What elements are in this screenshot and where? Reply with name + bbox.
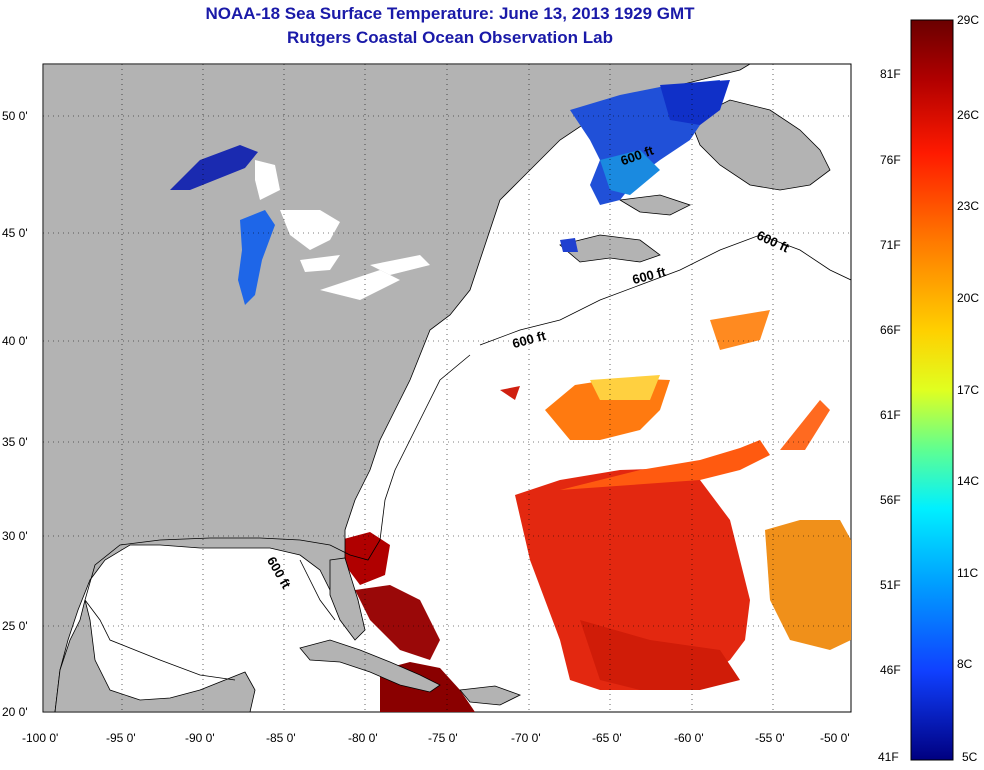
lon-tick-label: -55 0'	[755, 731, 785, 745]
map-title: NOAA-18 Sea Surface Temperature: June 13…	[205, 4, 695, 23]
lat-tick-label: 30 0'	[2, 529, 28, 543]
lon-tick-label: -90 0'	[185, 731, 215, 745]
map-grid	[43, 64, 851, 712]
colorbar-celsius-label: 14C	[957, 474, 980, 488]
lon-tick-label: -50 0'	[820, 731, 850, 745]
land	[43, 64, 831, 712]
colorbar-celsius-label: 5C	[962, 750, 978, 764]
colorbar-celsius-label: 23C	[957, 199, 980, 213]
lat-tick-label: 20 0'	[2, 705, 28, 719]
lon-tick-label: -95 0'	[106, 731, 136, 745]
lon-tick-label: -60 0'	[674, 731, 704, 745]
600ft-contour	[84, 234, 851, 681]
colorbar-celsius-label: 26C	[957, 108, 980, 122]
colorbar-fahrenheit-label: 46F	[880, 663, 901, 677]
colorbar-celsius-label: 17C	[957, 383, 980, 397]
lon-tick-label: -75 0'	[428, 731, 458, 745]
map-subtitle: Rutgers Coastal Ocean Observation Lab	[287, 28, 613, 47]
colorbar-fahrenheit-label: 81F	[880, 67, 901, 81]
colorbar-fahrenheit-label: 66F	[880, 323, 901, 337]
colorbar-celsius-label: 20C	[957, 291, 980, 305]
lat-tick-label: 45 0'	[2, 226, 28, 240]
colorbar	[910, 19, 954, 761]
great-lakes	[170, 145, 430, 305]
st-lawrence-cold	[560, 80, 730, 252]
lon-tick-label: -85 0'	[266, 731, 296, 745]
colorbar-celsius-label: 11C	[957, 566, 979, 580]
lat-tick-label: 50 0'	[2, 109, 28, 123]
lon-tick-label: -80 0'	[348, 731, 378, 745]
lat-tick-label: 25 0'	[2, 619, 28, 633]
lon-tick-label: -100 0'	[22, 731, 59, 745]
sst-warm-region	[340, 310, 851, 712]
lon-tick-label: -65 0'	[592, 731, 622, 745]
colorbar-fahrenheit-label: 76F	[880, 153, 901, 167]
colorbar-fahrenheit-label: 71F	[880, 238, 901, 252]
colorbar-fahrenheit-label: 61F	[880, 408, 901, 422]
colorbar-celsius-label: 8C	[957, 657, 973, 671]
lon-tick-label: -70 0'	[511, 731, 541, 745]
lat-tick-label: 35 0'	[2, 435, 28, 449]
colorbar-fahrenheit-label: 51F	[880, 578, 901, 592]
colorbar-fahrenheit-label: 41F	[878, 750, 899, 764]
lat-tick-label: 40 0'	[2, 334, 28, 348]
colorbar-celsius-label: 29C	[957, 13, 980, 27]
colorbar-fahrenheit-label: 56F	[880, 493, 901, 507]
